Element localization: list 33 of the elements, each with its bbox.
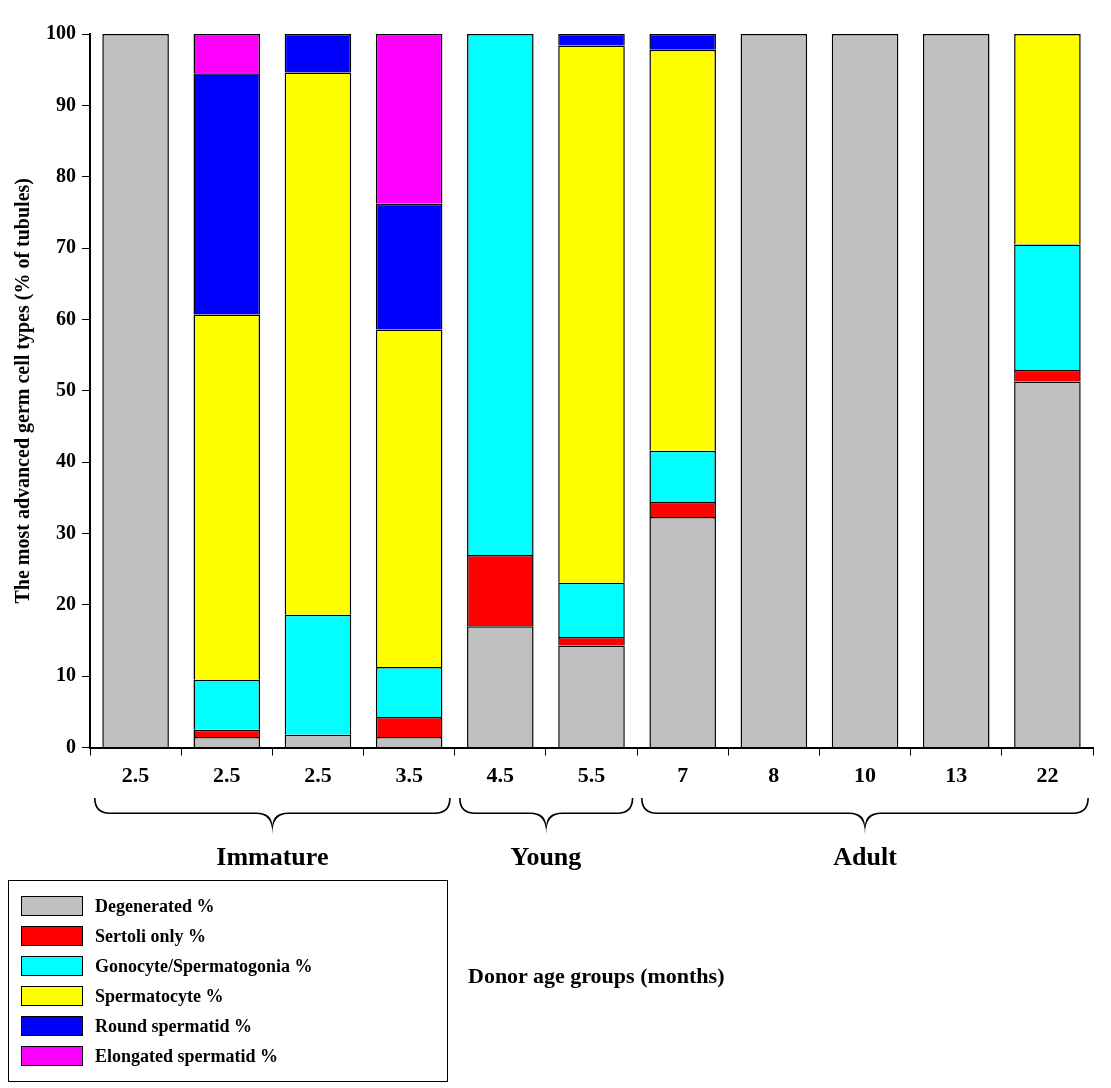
x-tick-label: 13 [945,762,968,788]
y-tick-label: 60 [56,306,76,329]
x-tick-label: 8 [768,762,780,788]
y-tick-label: 20 [56,592,76,615]
x-tick-label: 10 [854,762,877,788]
y-tick-label: 30 [56,520,76,543]
x-tick-label: 7 [677,762,689,788]
legend-label: Degenerated % [95,895,215,917]
text: Adult [832,842,898,872]
x-tick-label: 2.5 [304,762,332,788]
y-tick-label: 0 [66,734,76,757]
text: Immature [215,842,330,872]
x-tick-label: 4.5 [486,762,515,788]
y-axis-title: The most advanced germ cell types (% of tubules) [11,178,35,604]
x-tick-label: 22 [1036,762,1059,788]
y-tick-label: 70 [56,235,76,258]
y-tick-label: 90 [56,92,76,115]
y-tick-label: 80 [56,163,76,186]
y-tick-label: 50 [56,377,76,400]
y-tick-label: 40 [56,449,76,472]
legend-label: Elongated spermatid % [95,1045,279,1067]
legend-label: Round spermatid % [95,1015,253,1037]
x-tick-label: 3.5 [395,762,423,788]
x-tick-label: 2.5 [213,762,241,788]
legend-label: Sertoli only % [95,925,206,947]
y-tick-label: 100 [46,21,76,44]
y-tick-label: 10 [56,663,76,686]
text: Donor age groups (months) [468,963,725,989]
x-tick-label: 2.5 [121,762,150,788]
x-tick-label: 5.5 [577,762,606,788]
legend-label: Gonocyte/Spermatogonia % [95,955,313,977]
legend-label: Spermatocyte % [95,985,224,1007]
text: Young [509,842,583,872]
